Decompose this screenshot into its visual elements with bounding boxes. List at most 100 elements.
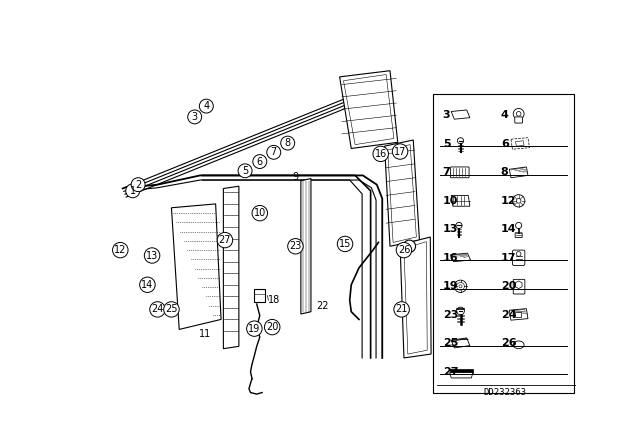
Circle shape xyxy=(373,146,388,162)
Text: 22: 22 xyxy=(316,302,329,311)
Text: 21: 21 xyxy=(396,304,408,314)
Text: 18: 18 xyxy=(268,295,280,305)
Circle shape xyxy=(125,184,140,198)
Text: 24: 24 xyxy=(151,304,164,314)
FancyBboxPatch shape xyxy=(515,117,522,123)
Circle shape xyxy=(394,302,410,317)
Circle shape xyxy=(238,164,252,178)
Text: 14: 14 xyxy=(501,224,516,234)
Circle shape xyxy=(131,178,145,192)
Polygon shape xyxy=(385,140,419,246)
Text: 14: 14 xyxy=(141,280,154,290)
Circle shape xyxy=(140,277,155,293)
Text: 26: 26 xyxy=(398,245,410,255)
Circle shape xyxy=(288,238,303,254)
Circle shape xyxy=(456,222,462,228)
Text: 16: 16 xyxy=(443,253,458,263)
Text: 8: 8 xyxy=(285,138,291,148)
Text: 4: 4 xyxy=(501,110,509,121)
Text: 13: 13 xyxy=(443,224,458,234)
Polygon shape xyxy=(451,338,470,348)
Text: 4: 4 xyxy=(204,101,209,111)
Text: 19: 19 xyxy=(248,323,260,334)
Text: 10: 10 xyxy=(253,208,266,218)
Text: 20: 20 xyxy=(266,322,278,332)
Text: 16: 16 xyxy=(374,149,387,159)
FancyBboxPatch shape xyxy=(433,94,575,392)
Text: 8: 8 xyxy=(501,168,509,177)
Circle shape xyxy=(513,108,524,119)
Circle shape xyxy=(145,248,160,263)
Circle shape xyxy=(458,138,463,144)
FancyBboxPatch shape xyxy=(513,250,525,266)
Polygon shape xyxy=(451,110,470,119)
Polygon shape xyxy=(511,138,529,149)
FancyBboxPatch shape xyxy=(513,280,525,294)
Text: 25: 25 xyxy=(165,304,178,314)
Text: 27: 27 xyxy=(443,367,458,377)
Circle shape xyxy=(392,144,408,159)
Circle shape xyxy=(150,302,165,317)
Text: 15: 15 xyxy=(339,239,351,249)
Circle shape xyxy=(337,236,353,252)
Circle shape xyxy=(403,240,415,252)
Circle shape xyxy=(516,198,521,203)
Circle shape xyxy=(113,242,128,258)
Circle shape xyxy=(199,99,213,113)
Text: 5: 5 xyxy=(443,139,451,149)
Circle shape xyxy=(264,319,280,335)
Text: 23: 23 xyxy=(443,310,458,320)
Text: 10: 10 xyxy=(443,196,458,206)
Polygon shape xyxy=(509,167,528,178)
Text: 1: 1 xyxy=(130,186,136,196)
FancyBboxPatch shape xyxy=(451,167,469,178)
Circle shape xyxy=(217,233,233,248)
Polygon shape xyxy=(451,253,470,262)
Circle shape xyxy=(281,136,294,150)
Circle shape xyxy=(188,110,202,124)
Text: 23: 23 xyxy=(289,241,301,251)
Circle shape xyxy=(246,321,262,336)
Polygon shape xyxy=(223,186,239,349)
Text: 2: 2 xyxy=(135,180,141,190)
Polygon shape xyxy=(450,369,473,373)
Text: 7: 7 xyxy=(443,168,451,177)
Text: DD232363: DD232363 xyxy=(483,388,526,397)
Text: 26: 26 xyxy=(501,338,516,348)
Polygon shape xyxy=(509,309,528,320)
FancyBboxPatch shape xyxy=(515,233,522,237)
Text: 6: 6 xyxy=(257,156,263,167)
Text: 13: 13 xyxy=(146,250,158,260)
Text: 11: 11 xyxy=(200,329,212,340)
Text: 5: 5 xyxy=(242,166,248,176)
Text: 9: 9 xyxy=(292,172,298,182)
Text: 17: 17 xyxy=(394,146,406,156)
Polygon shape xyxy=(400,237,431,358)
Circle shape xyxy=(513,195,525,207)
Text: 7: 7 xyxy=(271,147,277,157)
Polygon shape xyxy=(172,204,221,329)
Circle shape xyxy=(454,280,467,293)
FancyBboxPatch shape xyxy=(254,289,265,302)
Polygon shape xyxy=(142,176,382,358)
Circle shape xyxy=(252,206,268,221)
Circle shape xyxy=(164,302,179,317)
Circle shape xyxy=(253,155,267,168)
Text: 3: 3 xyxy=(443,110,451,121)
Circle shape xyxy=(457,307,465,315)
Text: 12: 12 xyxy=(501,196,516,206)
Polygon shape xyxy=(450,373,473,378)
Polygon shape xyxy=(340,71,397,148)
Ellipse shape xyxy=(513,341,524,349)
Circle shape xyxy=(267,146,281,159)
Circle shape xyxy=(396,242,412,258)
Polygon shape xyxy=(301,178,311,314)
Text: 6: 6 xyxy=(501,139,509,149)
Text: 3: 3 xyxy=(191,112,198,122)
Circle shape xyxy=(516,222,522,228)
Text: 17: 17 xyxy=(501,253,516,263)
Text: 24: 24 xyxy=(501,310,516,320)
Text: 19: 19 xyxy=(443,281,458,291)
Text: 12: 12 xyxy=(114,245,127,255)
Text: 20: 20 xyxy=(501,281,516,291)
